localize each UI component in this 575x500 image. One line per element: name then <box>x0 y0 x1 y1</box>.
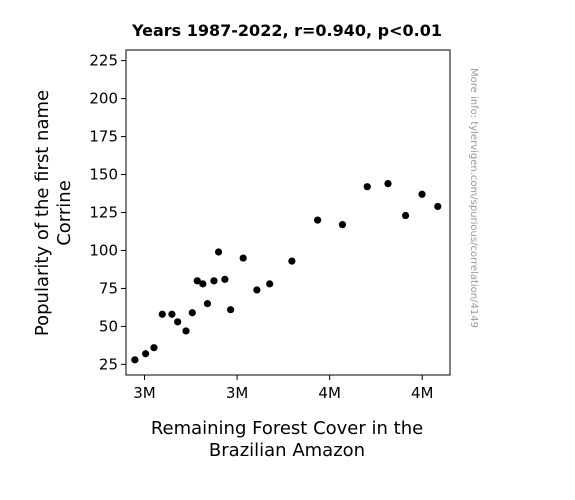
data-point <box>288 257 296 265</box>
data-point <box>193 277 201 285</box>
y-tick-label: 25 <box>99 355 118 373</box>
x-tick-label: 3M <box>133 384 156 402</box>
y-tick-label: 225 <box>89 52 118 70</box>
y-tick-label: 75 <box>99 279 118 297</box>
y-tick-label: 175 <box>89 128 118 146</box>
source-watermark: More info: tylervigen.com/spurious/corre… <box>468 68 479 328</box>
x-tick-label: 4M <box>411 384 434 402</box>
data-point <box>239 254 247 262</box>
x-axis-label-line-1: Remaining Forest Cover in the <box>151 418 423 439</box>
data-point <box>210 277 218 285</box>
x-tick-label: 4M <box>318 384 341 402</box>
y-axis-label-line-2: Corrine <box>54 180 75 246</box>
data-point <box>253 286 261 294</box>
data-point <box>188 309 196 317</box>
data-point <box>338 221 347 229</box>
y-tick-label: 50 <box>99 317 118 335</box>
data-point <box>227 306 235 314</box>
data-point <box>434 202 442 211</box>
data-point <box>174 318 182 326</box>
data-point <box>401 211 410 220</box>
data-point <box>182 327 190 335</box>
y-axis-label-line-1: Popularity of the first name <box>32 90 53 336</box>
data-point <box>158 310 166 318</box>
data-point <box>266 280 274 288</box>
data-point <box>363 183 371 191</box>
y-tick-label: 200 <box>89 90 118 108</box>
y-tick-label: 125 <box>89 204 118 222</box>
data-point <box>150 344 158 352</box>
plot-area: 3M 3M 4M 4M 25 50 75 100 125 150 175 200 225 <box>89 49 451 402</box>
y-tick-label: 150 <box>89 166 118 184</box>
data-point <box>168 310 176 318</box>
y-tick-label: 100 <box>89 241 118 259</box>
data-point <box>384 180 392 188</box>
data-point <box>214 248 223 256</box>
data-point <box>199 280 207 288</box>
data-point <box>418 190 426 198</box>
data-point <box>203 300 212 308</box>
data-point <box>142 350 150 358</box>
x-tick-label: 3M <box>226 384 249 402</box>
chart-title: Years 1987-2022, r=0.940, p<0.01 <box>131 21 442 40</box>
data-point <box>314 216 322 224</box>
plot-frame <box>125 49 451 376</box>
data-point <box>131 356 139 364</box>
data-point <box>221 275 229 283</box>
x-axis-label-line-2: Brazilian Amazon <box>209 440 365 461</box>
